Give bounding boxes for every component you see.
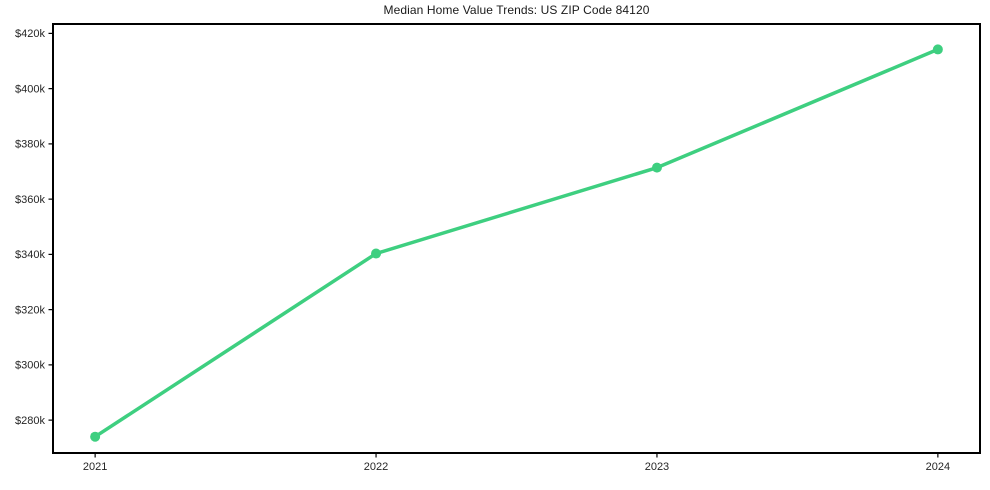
y-tick-label: $380k [15, 139, 45, 151]
y-tick-label: $300k [15, 360, 45, 372]
y-tick-label: $340k [15, 249, 45, 261]
x-tick-label: 2024 [926, 461, 950, 473]
chart-title: Median Home Value Trends: US ZIP Code 84… [383, 3, 650, 17]
y-tick-label: $400k [15, 83, 45, 95]
y-tick-label: $420k [15, 28, 45, 40]
data-point-marker [371, 248, 382, 259]
x-tick-label: 2021 [83, 461, 107, 473]
y-tick-label: $320k [15, 304, 45, 316]
y-tick-label: $360k [15, 194, 45, 206]
data-point-marker [90, 431, 101, 442]
x-tick-label: 2022 [364, 461, 388, 473]
data-point-marker [932, 44, 943, 55]
y-tick-label: $280k [15, 415, 45, 427]
trend-line [93, 47, 940, 439]
plot-border [52, 23, 981, 454]
x-tick-label: 2023 [645, 461, 669, 473]
data-point-marker [651, 162, 662, 173]
